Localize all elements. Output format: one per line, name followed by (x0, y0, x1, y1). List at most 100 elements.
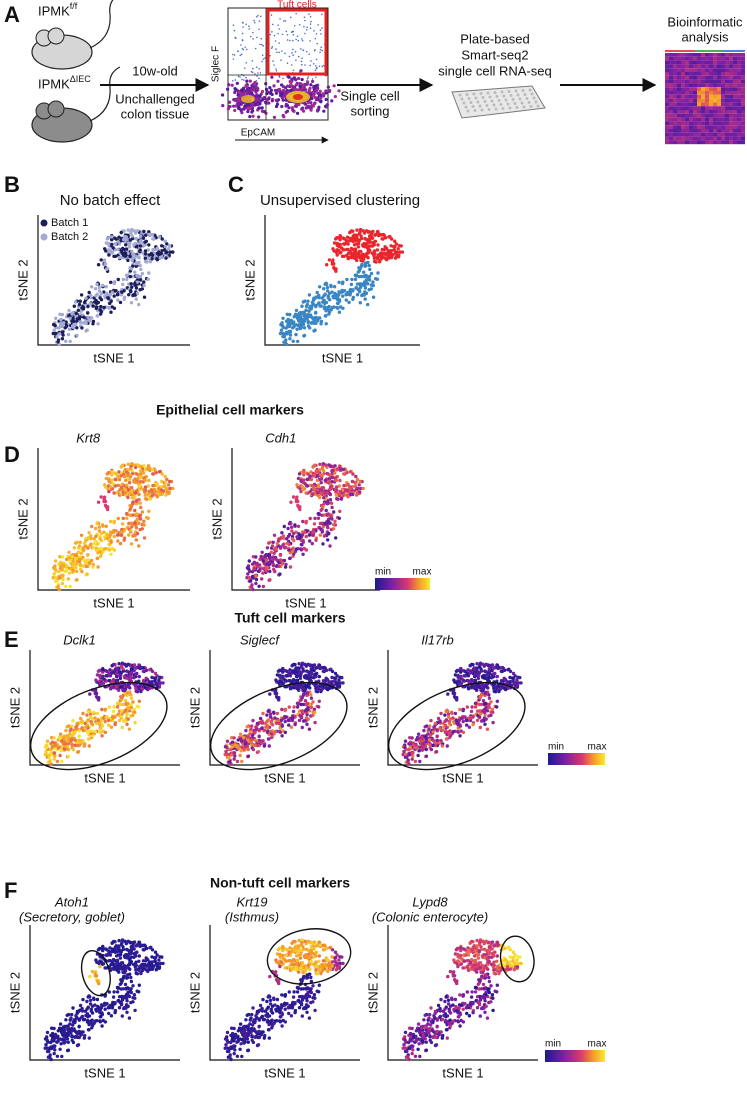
heatmap-cell (705, 125, 709, 129)
flow-dot (268, 86, 271, 89)
heatmap-cell (713, 125, 717, 129)
cell-dot (144, 479, 147, 482)
heatmap-cell (669, 106, 673, 110)
plate-well (481, 109, 484, 112)
cell-dot (57, 570, 60, 573)
cell-dot (125, 247, 128, 250)
cell-dot (58, 754, 61, 757)
heatmap-cell (685, 83, 689, 87)
heatmap-cell (693, 91, 697, 95)
flow-dot (314, 38, 316, 40)
flow-dot (313, 30, 315, 32)
flow-dot (282, 114, 285, 117)
axis-label: tSNE 1 (264, 770, 305, 785)
cell-dot (275, 692, 278, 695)
flow-dot (233, 58, 235, 60)
cell-dot (128, 492, 131, 495)
cell-dot (338, 517, 341, 520)
heatmap-cell (741, 80, 745, 84)
cell-dot (341, 494, 344, 497)
cell-dot (359, 286, 362, 289)
cell-dot (325, 322, 328, 325)
cell-dot (141, 287, 144, 290)
cell-dot (373, 234, 376, 237)
cell-dot (90, 729, 93, 732)
cell-dot (121, 696, 124, 699)
flow-dot (252, 32, 254, 34)
heatmap-cell (705, 110, 709, 114)
heatmap-cell (689, 133, 693, 137)
cell-dot (349, 290, 352, 293)
cell-dot (151, 484, 154, 487)
plate-well (526, 97, 529, 100)
heatmap-cell (721, 53, 725, 57)
cell-dot (248, 576, 251, 579)
cell-dot (58, 576, 61, 579)
cell-dot (112, 255, 115, 258)
cell-dot (318, 675, 321, 678)
cell-dot (330, 480, 333, 483)
cell-dot (255, 578, 258, 581)
heatmap-cell (733, 91, 737, 95)
cell-dot (75, 312, 78, 315)
heatmap-cell (713, 64, 717, 68)
cell-dot (142, 520, 145, 523)
cell-dot (129, 467, 132, 470)
heatmap-cell (669, 53, 673, 57)
cell-dot (376, 271, 379, 274)
cell-dot (45, 746, 48, 749)
flow-dot (316, 59, 318, 61)
cell-dot (90, 525, 93, 528)
cell-dot (129, 232, 132, 235)
cell-dot (394, 251, 397, 254)
heatmap-cell (737, 64, 741, 68)
heatmap-cell (717, 129, 721, 133)
cell-dot (342, 289, 345, 292)
heatmap-cell (737, 95, 741, 99)
plate-well (475, 97, 478, 100)
flow-dot (272, 84, 275, 87)
flow-dot (278, 88, 281, 91)
cell-dot (242, 736, 245, 739)
cell-dot (128, 481, 131, 484)
heatmap-cell (689, 121, 693, 125)
flow-dot (240, 44, 242, 46)
cell-dot (324, 479, 327, 482)
flow-dot (278, 52, 280, 54)
heatmap-cell (733, 133, 737, 137)
cell-dot (288, 337, 291, 340)
cell-dot (72, 563, 75, 566)
cell-dot (92, 304, 95, 307)
cell-dot (295, 483, 298, 486)
heatmap-cell (709, 110, 713, 114)
cell-dot (277, 719, 280, 722)
plate-well (495, 108, 498, 111)
heatmap-cell (701, 87, 705, 91)
cell-dot (349, 493, 352, 496)
cell-dot (110, 300, 113, 303)
cell-dot (308, 686, 311, 689)
cell-dot (144, 485, 147, 488)
axis-label: EpCAM (241, 128, 275, 139)
cell-dot (88, 291, 91, 294)
cell-dot (80, 570, 83, 573)
cell-dot (88, 692, 91, 695)
heatmap-cell (701, 133, 705, 137)
heatmap-cell (705, 53, 709, 57)
flow-dot (287, 34, 289, 36)
cell-dot (110, 238, 113, 241)
panel-letter: E (4, 627, 19, 652)
cell-dot (285, 715, 288, 718)
heatmap-cell (689, 95, 693, 99)
heatmap-cell (721, 83, 725, 87)
cell-dot (247, 567, 250, 570)
flow-dot (240, 111, 243, 114)
cell-dot (79, 564, 82, 567)
flow-dot (283, 20, 285, 22)
flow-dot (281, 96, 284, 99)
cell-dot (56, 585, 59, 588)
axis-label: tSNE 1 (93, 595, 134, 610)
flow-dot (257, 107, 260, 110)
flow-dot (284, 104, 287, 107)
flow-dot (301, 61, 303, 63)
